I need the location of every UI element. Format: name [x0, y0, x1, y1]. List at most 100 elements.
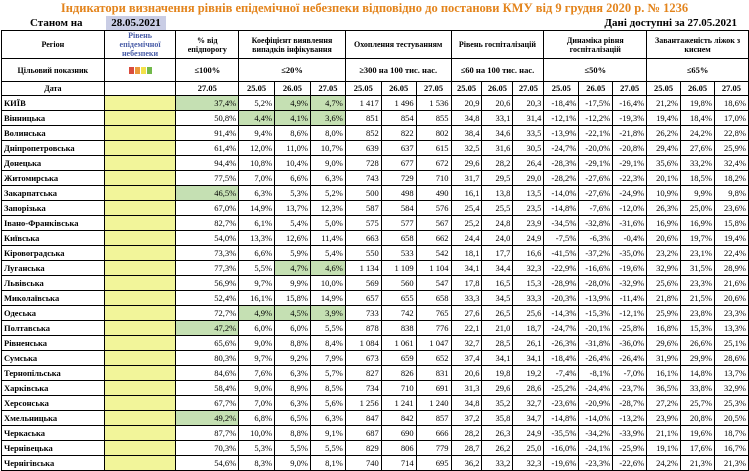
testing-cell: 569 [344, 275, 382, 291]
dynamics-cell: -20,0% [578, 140, 614, 156]
testing-cell: 655 [380, 290, 417, 306]
beds-cell: 31,9% [646, 350, 682, 366]
coef-cell: 10,7% [309, 140, 346, 156]
hospital-cell: 25,2 [450, 215, 483, 231]
beds-cell: 26,6% [680, 335, 715, 351]
beds-cell: 26,3% [646, 200, 682, 216]
coef-cell: 6,3% [309, 410, 346, 426]
beds-cell: 25,1% [713, 335, 749, 351]
region-name: Луганська [1, 260, 105, 276]
hospital-cell: 29,5 [481, 170, 514, 186]
region-name: Кіровоградська [1, 245, 105, 261]
testing-cell: 576 [415, 200, 452, 216]
region-name: Миколаївська [1, 290, 105, 306]
coef-cell: 8,6% [274, 125, 311, 141]
region-name: Сумська [1, 350, 105, 366]
coef-cell: 6,3% [274, 365, 311, 381]
beds-cell: 29,6% [646, 335, 682, 351]
dynamics-cell: -7,5% [543, 230, 580, 246]
table-row: Київська 54,0% 13,3% 12,6% 11,4% 663 658 662 24,… [1, 230, 749, 246]
pct-cell: 91,4% [175, 125, 240, 141]
coef-cell: 9,2% [274, 350, 311, 366]
table-row: Кіровоградська 73,3% 6,6% 5,9% 5,4% 550 533 542… [1, 245, 749, 261]
dynamics-cell: -29,1% [578, 155, 614, 171]
testing-cell: 560 [380, 275, 417, 291]
pct-cell: 65,6% [175, 335, 240, 351]
table-row: Миколаївська 52,4% 16,1% 15,8% 14,9% 657 655 65… [1, 290, 749, 306]
header-dynamics: Динаміка рівня госпіталізацій [543, 30, 648, 59]
testing-cell: 1 109 [380, 260, 417, 276]
coef-cell: 12,6% [274, 230, 311, 246]
coef-cell: 5,5% [274, 440, 311, 456]
pct-cell: 58,4% [175, 380, 240, 396]
coef-cell: 8,4% [309, 335, 346, 351]
dynamics-cell: -26,3% [543, 335, 580, 351]
hospital-cell: 32,3 [512, 455, 545, 471]
coef-cell: 4,1% [274, 110, 311, 126]
beds-cell: 20,6% [646, 230, 682, 246]
region-name: Рівненська [1, 335, 105, 351]
testing-cell: 567 [415, 215, 452, 231]
level-cell [103, 335, 177, 351]
dynamics-cell: -13,9% [543, 125, 580, 141]
date-coef-1: 25.05 [238, 81, 276, 96]
testing-cell: 733 [344, 305, 382, 321]
hospital-cell: 21,0 [481, 320, 514, 336]
testing-cell: 575 [344, 215, 382, 231]
hospital-cell: 34,1 [450, 260, 483, 276]
hospital-cell: 24,4 [450, 230, 483, 246]
hospital-cell: 25,4 [450, 200, 483, 216]
testing-cell: 662 [415, 230, 452, 246]
coef-cell: 6,3% [274, 395, 311, 411]
hospital-cell: 33,3 [450, 290, 483, 306]
hospital-cell: 33,2 [481, 455, 514, 471]
table-row: Волинська 91,4% 9,4% 8,6% 8,0% 852 822 802 38,4 3… [1, 125, 749, 141]
table-body: КИЇВ 37,4% 5,2% 4,9% 4,7% 1 417 1 496 1 536 20,9… [1, 95, 749, 471]
testing-cell: 658 [415, 290, 452, 306]
beds-cell: 36,5% [646, 380, 682, 396]
coef-cell: 8,9% [274, 380, 311, 396]
threshold-coef: ≤20% [238, 58, 346, 82]
beds-cell: 23,1% [680, 245, 715, 261]
dynamics-cell: -13,9% [578, 290, 614, 306]
dynamics-cell: -22,1% [578, 125, 614, 141]
region-name: Вінницька [1, 110, 105, 126]
date-pct: 27.05 [175, 81, 240, 96]
beds-cell: 20,1% [646, 170, 682, 186]
beds-cell: 17,0% [713, 110, 749, 126]
coef-cell: 13,7% [274, 200, 311, 216]
header-date: Дата [1, 81, 105, 96]
dynamics-cell: -37,2% [578, 245, 614, 261]
beds-cell: 23,9% [646, 410, 682, 426]
hospital-cell: 37,4 [450, 350, 483, 366]
region-name: Львівська [1, 275, 105, 291]
beds-cell: 23,8% [680, 305, 715, 321]
beds-cell: 25,9% [646, 305, 682, 321]
testing-cell: 765 [415, 305, 452, 321]
date-level [103, 81, 177, 96]
hospital-cell: 23,5 [512, 200, 545, 216]
hospital-cell: 34,6 [481, 125, 514, 141]
dynamics-cell: -36,0% [612, 335, 648, 351]
region-name: Запорізька [1, 200, 105, 216]
testing-cell: 852 [344, 125, 382, 141]
hospital-cell: 16,6 [512, 245, 545, 261]
coef-cell: 9,0% [238, 335, 276, 351]
beds-cell: 19,1% [646, 440, 682, 456]
testing-cell: 743 [344, 170, 382, 186]
hospital-cell: 31,7 [450, 170, 483, 186]
dynamics-cell: -23,7% [612, 380, 648, 396]
dynamics-cell: -20,8% [612, 140, 648, 156]
coef-cell: 5,0% [309, 215, 346, 231]
dynamics-cell: -24,4% [578, 380, 614, 396]
dynamics-cell: -23,3% [578, 455, 614, 471]
hospital-cell: 34,7 [512, 410, 545, 426]
date-beds-2: 26.05 [680, 81, 715, 96]
dynamics-cell: -16,6% [578, 260, 614, 276]
coef-cell: 8,1% [309, 455, 346, 471]
table-row: Львівська 56,9% 9,7% 9,9% 10,0% 569 560 547 17,8… [1, 275, 749, 291]
table-row: Полтавська 47,2% 6,0% 6,0% 5,5% 878 838 776 22,1… [1, 320, 749, 336]
region-name: Івано-Франківська [1, 215, 105, 231]
beds-cell: 18,5% [680, 170, 715, 186]
beds-cell: 19,8% [680, 95, 715, 111]
